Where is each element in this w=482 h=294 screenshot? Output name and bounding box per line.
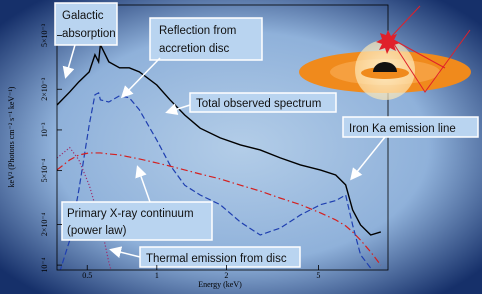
annotation-text: Galactic bbox=[62, 10, 104, 22]
annotation-text: Total observed spectrum bbox=[196, 98, 321, 110]
x-tick-label: 0.5 bbox=[82, 271, 92, 280]
y-axis-label: keV² (Photons cm⁻² s⁻¹ keV⁻¹) bbox=[7, 86, 16, 187]
y-tick-label: 5×10⁻⁴ bbox=[40, 159, 49, 183]
annotation-text: accretion disc bbox=[159, 43, 230, 55]
x-tick-label: 5 bbox=[316, 271, 320, 280]
y-tick-label: 10⁻³ bbox=[40, 122, 49, 137]
annotation-total: Total observed spectrum bbox=[168, 93, 336, 112]
annotation-text: Reflection from bbox=[159, 25, 236, 37]
y-tick-label: 2×10⁻³ bbox=[40, 77, 49, 101]
annotation-text: Primary X-ray continuum bbox=[67, 208, 194, 220]
x-axis-label: Energy (keV) bbox=[198, 280, 242, 289]
annotation-text: Thermal emission from disc bbox=[146, 253, 287, 265]
y-tick-label: 2×10⁻⁴ bbox=[40, 212, 49, 236]
x-tick-label: 2 bbox=[224, 271, 228, 280]
y-tick-label: 10⁻⁴ bbox=[40, 257, 49, 272]
y-tick-label: 5×10⁻³ bbox=[40, 23, 49, 47]
x-tick-label: 1 bbox=[155, 271, 159, 280]
chart: Galactic absorption Reflection from accr… bbox=[0, 0, 482, 294]
annotation-text: absorption bbox=[62, 28, 116, 40]
annotation-text: Iron Ka emission line bbox=[349, 123, 456, 135]
annotation-thermal: Thermal emission from disc bbox=[112, 247, 300, 267]
annotation-text: (power law) bbox=[67, 225, 127, 237]
